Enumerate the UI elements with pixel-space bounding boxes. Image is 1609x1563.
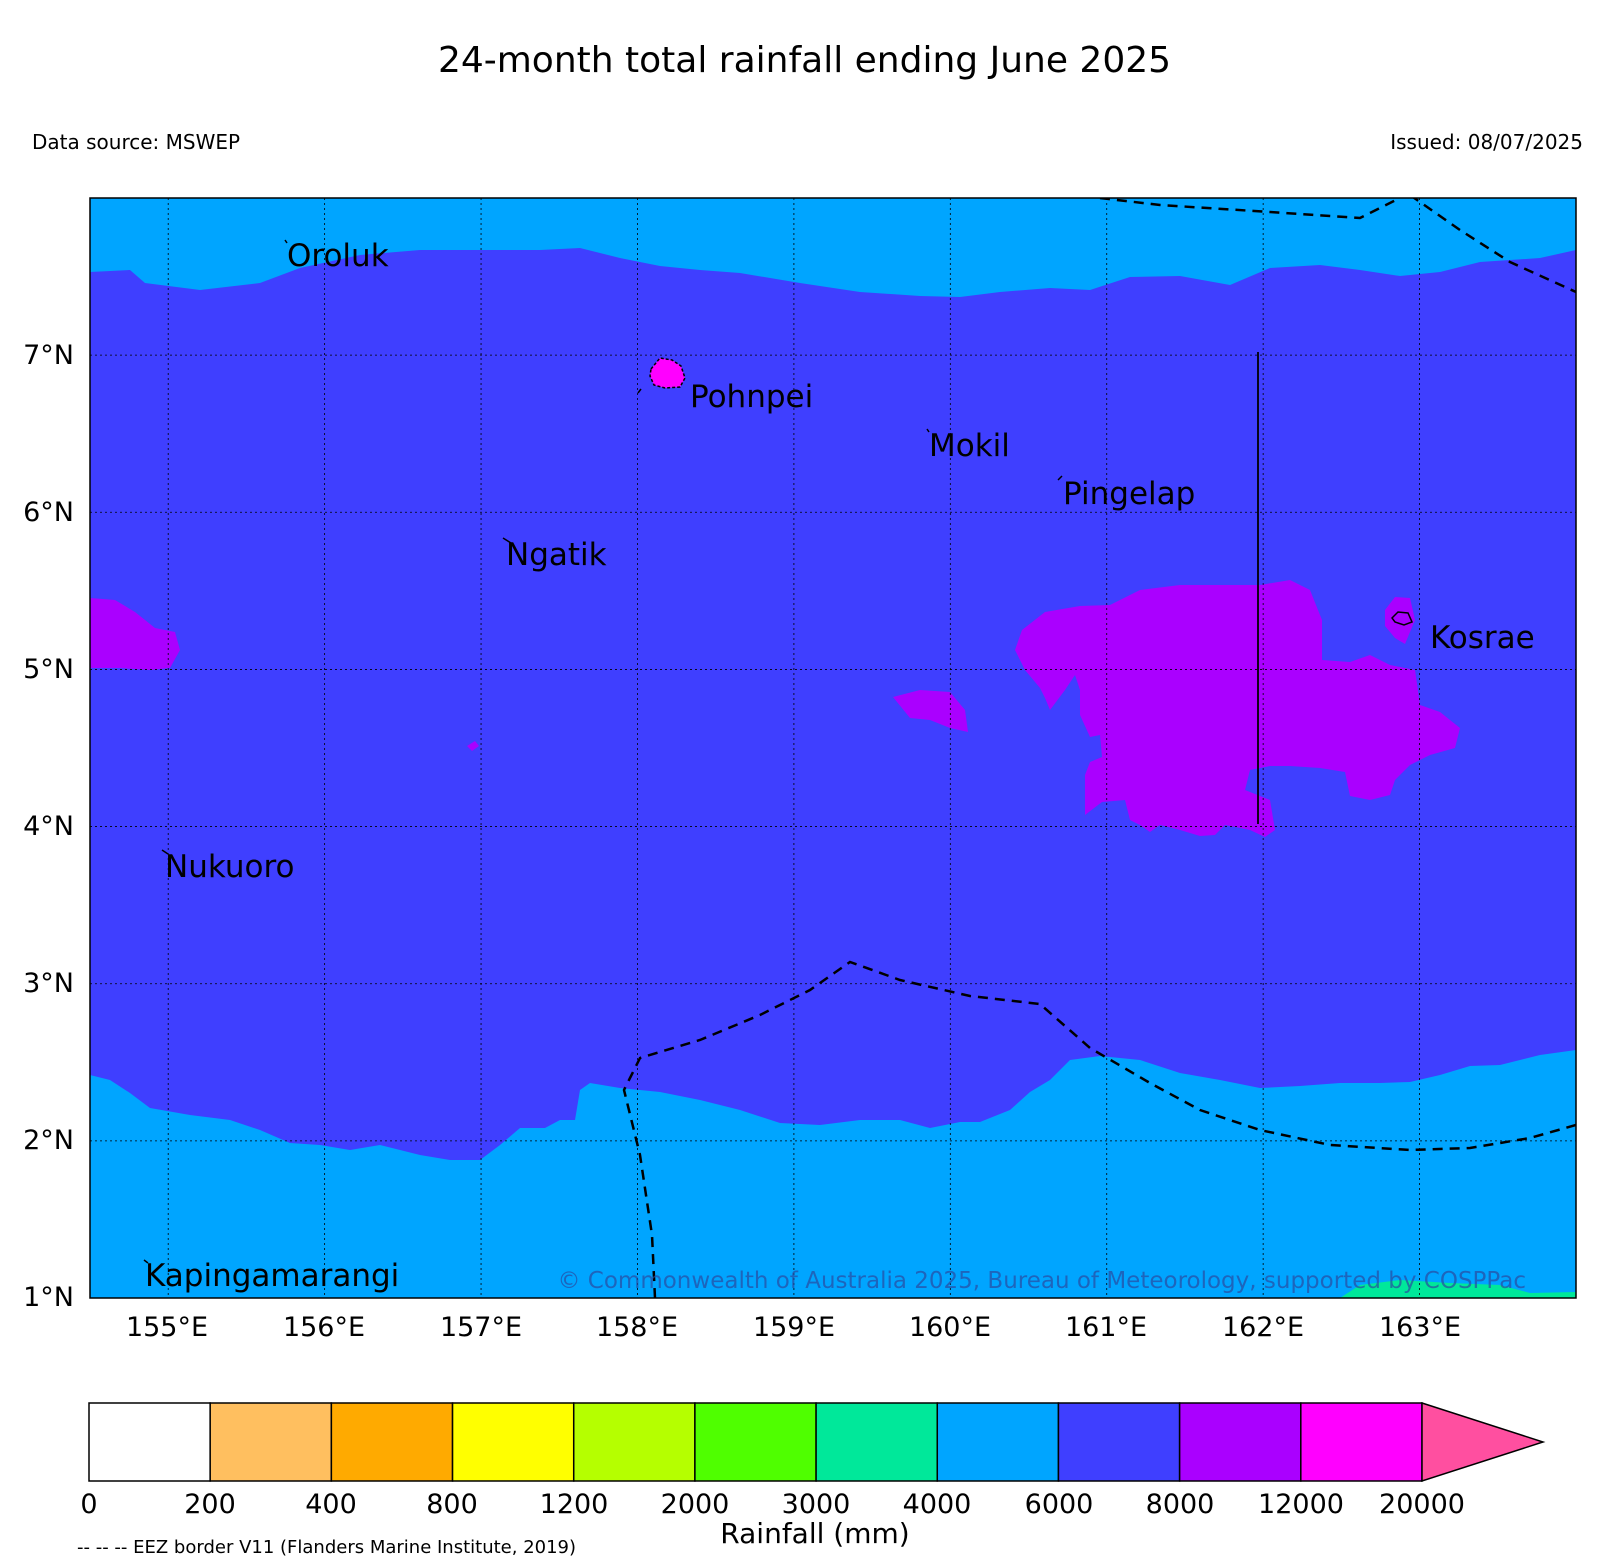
gridlines bbox=[90, 198, 1576, 1298]
colorbar-swatch bbox=[88, 1402, 211, 1482]
rain-band-8000-12000-dot bbox=[467, 741, 479, 751]
island-mark-ant bbox=[637, 388, 642, 394]
lon-tick-label: 161°E bbox=[1065, 1312, 1147, 1343]
place-label-kosrae: Kosrae bbox=[1430, 620, 1535, 656]
colorbar-swatch bbox=[209, 1402, 333, 1482]
lat-tick-label: 6°N bbox=[23, 497, 74, 528]
colorbar-swatch bbox=[694, 1402, 817, 1482]
lat-tick-label: 3°N bbox=[23, 968, 74, 999]
pohnpei-island bbox=[649, 357, 686, 389]
colorbar-tick-label: 2000 bbox=[661, 1489, 730, 1520]
lon-tick-label: 158°E bbox=[596, 1312, 678, 1343]
island-mark-mokil bbox=[926, 428, 930, 433]
place-label-ngatik: Ngatik bbox=[506, 537, 607, 573]
place-label-pingelap: Pingelap bbox=[1063, 476, 1195, 512]
rain-band-6000-8000 bbox=[90, 248, 1576, 1160]
island-mark-pingelap bbox=[1057, 475, 1063, 481]
lat-tick-labels: 7°N 6°N 5°N 4°N 3°N 2°N 1°N bbox=[23, 340, 74, 1313]
eez-border-south bbox=[622, 960, 1576, 1298]
colorbar-tick-label: 20000 bbox=[1379, 1489, 1465, 1520]
lat-tick-label: 5°N bbox=[23, 654, 74, 685]
colorbar-tick-label: 12000 bbox=[1258, 1489, 1344, 1520]
eez-border-north bbox=[1099, 198, 1401, 220]
colorbar-swatch bbox=[1300, 1402, 1423, 1482]
island-mark-oroluk bbox=[284, 239, 288, 244]
colorbar-tick-label: 6000 bbox=[1025, 1489, 1094, 1520]
kosrae-island bbox=[1391, 611, 1414, 626]
colorbar-swatch bbox=[572, 1402, 696, 1482]
lon-tick-label: 163°E bbox=[1379, 1312, 1461, 1343]
place-label-mokil: Mokil bbox=[929, 428, 1010, 464]
colorbar-tick-label: 400 bbox=[305, 1489, 357, 1520]
lat-tick-label: 2°N bbox=[23, 1125, 74, 1156]
map-title: 24-month total rainfall ending June 2025 bbox=[437, 40, 1172, 81]
rain-band-8000-12000-island bbox=[893, 690, 968, 732]
colorbar-swatch bbox=[451, 1402, 575, 1482]
rain-band-3000-4000 bbox=[1340, 1280, 1576, 1298]
colorbar-extension-arrow bbox=[1421, 1401, 1546, 1483]
lon-tick-label: 157°E bbox=[440, 1312, 522, 1343]
lon-tick-label: 155°E bbox=[126, 1312, 208, 1343]
colorbar-swatch bbox=[330, 1402, 454, 1482]
island-mark-kapingamarangi bbox=[143, 1259, 149, 1264]
lon-tick-labels: 155°E 156°E 157°E 158°E 159°E 160°E 161°… bbox=[126, 1312, 1461, 1343]
lon-tick-label: 162°E bbox=[1222, 1312, 1304, 1343]
colorbar-tick-label: 0 bbox=[80, 1489, 97, 1520]
colorbar-swatch bbox=[1178, 1402, 1302, 1482]
colorbar-tick-label: 8000 bbox=[1146, 1489, 1215, 1520]
lon-tick-label: 160°E bbox=[909, 1312, 991, 1343]
place-label-pohnpei: Pohnpei bbox=[690, 379, 813, 415]
issued-date: Issued: 08/07/2025 bbox=[1390, 130, 1583, 154]
rain-band-8000-12000-west bbox=[90, 598, 180, 670]
eez-border-northeast bbox=[1412, 198, 1576, 294]
lon-tick-label: 159°E bbox=[753, 1312, 835, 1343]
place-label-kapingamarangi: Kapingamarangi bbox=[145, 1258, 399, 1294]
colorbar-tick-label: 200 bbox=[184, 1489, 236, 1520]
rain-band-8000-12000-east bbox=[1015, 580, 1460, 837]
map-frame bbox=[89, 197, 1577, 1299]
eez-legend-note: -- -- -- EEZ border V11 (Flanders Marine… bbox=[77, 1537, 576, 1558]
colorbar-tick-label: 800 bbox=[426, 1489, 478, 1520]
eez-borders bbox=[622, 198, 1576, 1298]
colorbar-tick-label: 1200 bbox=[540, 1489, 609, 1520]
colorbar-tick-labels: 0 200 400 800 1200 2000 3000 4000 6000 8… bbox=[80, 1489, 1465, 1520]
colorbar-tick-label: 4000 bbox=[903, 1489, 972, 1520]
lat-tick-label: 4°N bbox=[23, 811, 74, 842]
lat-tick-label: 7°N bbox=[23, 340, 74, 371]
colorbar-label: Rainfall (mm) bbox=[720, 1517, 909, 1550]
colorbar-tick-label: 3000 bbox=[782, 1489, 851, 1520]
data-source: Data source: MSWEP bbox=[32, 130, 241, 154]
place-label-nukuoro: Nukuoro bbox=[165, 849, 294, 885]
colorbar-swatch bbox=[936, 1402, 1060, 1482]
colorbar-swatch bbox=[815, 1402, 939, 1482]
island-mark-ngatik bbox=[502, 537, 512, 544]
map-area: Oroluk Pohnpei Mokil Pingelap Ngatik Kos… bbox=[90, 198, 1576, 1298]
lat-tick-label: 1°N bbox=[23, 1282, 74, 1313]
colorbar bbox=[88, 1401, 1546, 1483]
island-mark-nukuoro bbox=[161, 849, 169, 855]
copyright-text: © Commonwealth of Australia 2025, Bureau… bbox=[557, 1268, 1526, 1294]
colorbar-swatch bbox=[1057, 1402, 1181, 1482]
place-label-oroluk: Oroluk bbox=[287, 238, 389, 274]
rain-band-8000-12000-kosrae bbox=[1385, 597, 1415, 644]
lon-tick-label: 156°E bbox=[283, 1312, 365, 1343]
